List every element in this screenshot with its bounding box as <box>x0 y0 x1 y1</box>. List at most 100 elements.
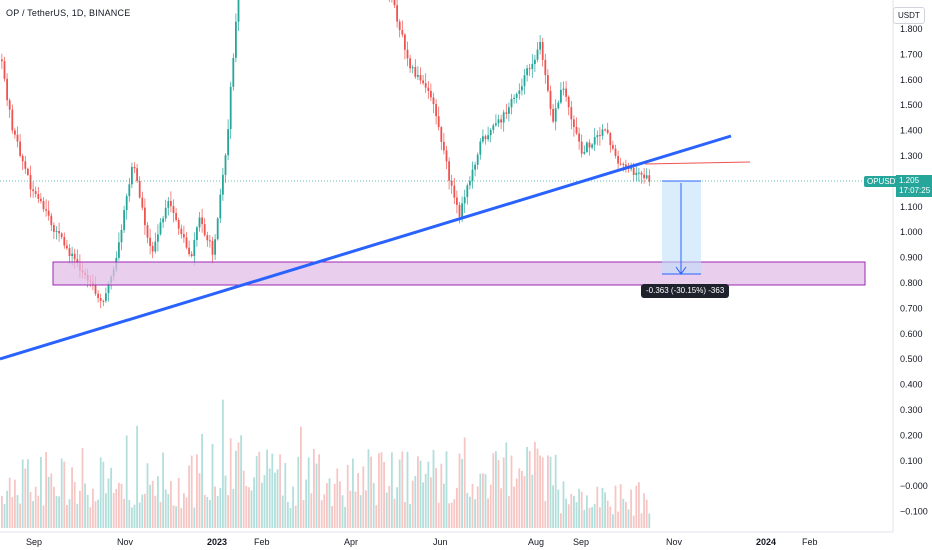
volume-bar <box>588 507 591 528</box>
candle-body <box>27 168 29 175</box>
candle-body <box>435 104 437 117</box>
volume-bar <box>359 495 362 528</box>
candle-body <box>450 180 453 186</box>
x-tick-label: 2023 <box>207 537 227 547</box>
candle-body <box>567 96 570 108</box>
volume-bar <box>120 483 123 528</box>
support-zone[interactable] <box>52 261 866 286</box>
candle-body <box>562 88 565 90</box>
candle-body <box>427 87 430 91</box>
volume-bar <box>94 501 97 528</box>
candle-body <box>40 198 42 202</box>
volume-bar <box>396 487 398 528</box>
volume-bar <box>315 463 318 528</box>
volume-bar <box>487 498 489 528</box>
volume-bar <box>518 468 521 528</box>
volume-bar <box>97 499 99 528</box>
candle-body <box>227 129 229 156</box>
volume-bar <box>201 433 203 528</box>
candle-body <box>411 67 414 69</box>
candle-body <box>484 136 487 140</box>
volume-bar <box>89 507 92 528</box>
volume-bar <box>123 498 125 528</box>
volume-bar <box>73 482 76 528</box>
volume-bar <box>300 426 302 528</box>
candle-body <box>536 49 539 60</box>
candle-body <box>151 245 154 252</box>
y-tick-label: −0.100 <box>900 507 928 517</box>
volume-bar <box>222 399 224 528</box>
volume-bar <box>513 486 515 528</box>
volume-bar <box>175 506 177 528</box>
candle-body <box>154 241 157 252</box>
volume-bar <box>157 476 159 528</box>
candle-body <box>159 222 162 235</box>
volume-bar <box>482 473 484 528</box>
candle-body <box>588 142 591 148</box>
candle-body <box>149 237 151 246</box>
volume-bar <box>245 486 248 528</box>
volume-bar <box>274 472 276 528</box>
volume-bar <box>536 448 539 528</box>
volume-bar <box>565 498 567 528</box>
volume-bar <box>170 481 172 528</box>
volume-bar <box>544 501 547 528</box>
volume-bar <box>81 448 84 528</box>
volume-bar <box>378 453 380 528</box>
candles <box>1 0 651 309</box>
candle-body <box>102 300 105 302</box>
volume-bar <box>146 463 149 528</box>
volume-bar <box>419 460 422 528</box>
volume-bar <box>570 493 573 528</box>
volume-bar <box>297 456 300 528</box>
volume-bar <box>539 455 541 528</box>
volume-bar <box>66 505 68 528</box>
volume-bar <box>612 514 614 528</box>
volume-bar <box>203 494 206 528</box>
x-tick-label: Sep <box>573 537 589 547</box>
candle-body <box>60 233 63 238</box>
price-axis: 1.8001.7001.6001.5001.4001.3001.2001.100… <box>900 24 928 517</box>
volume-bar <box>11 497 14 528</box>
trendline[interactable] <box>0 134 732 361</box>
candle-body <box>497 119 500 124</box>
candle-body <box>619 163 622 165</box>
candle-body <box>175 212 177 220</box>
candle-body <box>622 164 625 166</box>
volume-bar <box>630 489 632 528</box>
candle-body <box>502 112 505 123</box>
candle-body <box>609 133 612 146</box>
volume-bar <box>388 485 391 528</box>
volume-bar <box>92 488 94 528</box>
y-tick-label: 0.600 <box>900 329 923 339</box>
candle-body <box>136 168 138 181</box>
candle-body <box>523 75 526 87</box>
candle-body <box>547 75 549 91</box>
volume-bar <box>573 495 575 528</box>
volume-bar <box>484 474 487 528</box>
candle-body <box>593 137 596 145</box>
chart-title: OP / TetherUS, 1D, BINANCE <box>6 8 131 18</box>
y-tick-label: 0.400 <box>900 380 923 390</box>
volume-bar <box>372 483 375 528</box>
volume-bar <box>68 499 71 528</box>
candle-body <box>640 172 643 175</box>
candle-body <box>422 80 424 84</box>
y-tick-label: 0.800 <box>900 278 923 288</box>
volume-bar <box>534 441 536 528</box>
volume-bar <box>617 511 619 528</box>
candle-body <box>141 197 144 208</box>
y-tick-label: 0.300 <box>900 405 923 415</box>
candle-body <box>396 5 398 22</box>
candle-body <box>401 29 404 35</box>
candle-body <box>632 167 635 175</box>
volume-bar <box>289 507 292 528</box>
candle-body <box>419 75 422 81</box>
volume-bar <box>24 468 27 528</box>
volume-bar <box>463 437 466 528</box>
resistance-ray[interactable] <box>644 161 751 165</box>
candle-body <box>206 235 209 241</box>
candle-body <box>471 169 474 181</box>
candle-body <box>203 224 206 236</box>
